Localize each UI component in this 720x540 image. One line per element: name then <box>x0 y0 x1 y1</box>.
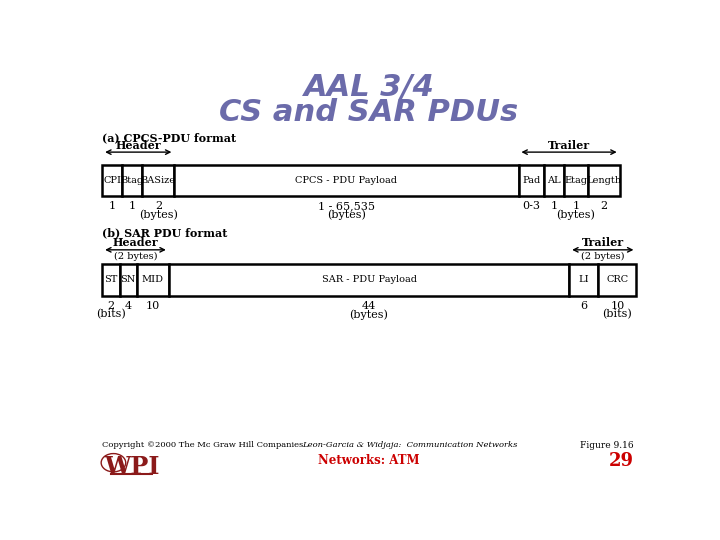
Bar <box>168 265 570 295</box>
Text: ST: ST <box>104 275 117 285</box>
Text: 1: 1 <box>572 201 580 211</box>
Text: AL: AL <box>547 176 561 185</box>
Text: SAR - PDU Payload: SAR - PDU Payload <box>322 275 416 285</box>
Text: SN: SN <box>120 275 136 285</box>
Text: 2: 2 <box>155 201 162 211</box>
Text: MID: MID <box>142 275 163 285</box>
Text: 1 - 65,535: 1 - 65,535 <box>318 201 375 211</box>
Text: (bytes): (bytes) <box>557 209 595 220</box>
Text: 10: 10 <box>145 301 160 311</box>
Text: LI: LI <box>578 275 589 285</box>
Bar <box>102 165 122 196</box>
Bar <box>544 165 564 196</box>
Text: Networks: ATM: Networks: ATM <box>318 454 420 467</box>
Text: Header: Header <box>112 237 158 248</box>
Text: (a) CPCS-PDU format: (a) CPCS-PDU format <box>102 132 236 143</box>
Text: 44: 44 <box>362 301 376 311</box>
Text: Pad: Pad <box>522 176 541 185</box>
Text: 6: 6 <box>580 301 588 311</box>
Text: 1: 1 <box>109 201 116 211</box>
Bar <box>102 265 120 295</box>
Text: Figure 9.16: Figure 9.16 <box>580 441 634 450</box>
Text: BASize: BASize <box>141 176 176 185</box>
Text: (bytes): (bytes) <box>350 309 388 320</box>
Bar <box>174 165 518 196</box>
Bar <box>137 265 168 295</box>
Bar <box>122 165 143 196</box>
Text: Trailer: Trailer <box>582 237 624 248</box>
Bar <box>570 265 598 295</box>
Text: AAL 3/4: AAL 3/4 <box>304 73 434 102</box>
Text: CPCS - PDU Payload: CPCS - PDU Payload <box>295 176 397 185</box>
Text: Btag: Btag <box>121 176 144 185</box>
Bar <box>518 165 544 196</box>
Bar <box>143 165 174 196</box>
Text: (b) SAR PDU format: (b) SAR PDU format <box>102 228 228 239</box>
Text: Length: Length <box>586 176 621 185</box>
Text: CPI: CPI <box>104 176 121 185</box>
Text: 2: 2 <box>600 201 607 211</box>
Text: (bits): (bits) <box>603 309 632 320</box>
Text: 1: 1 <box>129 201 136 211</box>
Text: CS and SAR PDUs: CS and SAR PDUs <box>220 98 518 127</box>
Text: (bytes): (bytes) <box>139 209 178 220</box>
Text: (2 bytes): (2 bytes) <box>581 252 624 261</box>
Bar <box>598 265 636 295</box>
Text: 1: 1 <box>551 201 558 211</box>
Text: 2: 2 <box>107 301 114 311</box>
Text: CRC: CRC <box>606 275 629 285</box>
Text: Copyright ©2000 The Mc Graw Hill Companies: Copyright ©2000 The Mc Graw Hill Compani… <box>102 441 304 449</box>
Text: Leon-Garcia & Widjaja:  Communication Networks: Leon-Garcia & Widjaja: Communication Net… <box>302 441 518 449</box>
Text: 10: 10 <box>610 301 624 311</box>
Text: WPI: WPI <box>104 455 160 479</box>
Text: (2 bytes): (2 bytes) <box>114 252 157 261</box>
Bar <box>120 265 137 295</box>
Text: (bytes): (bytes) <box>327 209 366 220</box>
Text: (bits): (bits) <box>96 309 126 320</box>
Text: Etag: Etag <box>564 176 588 185</box>
Text: Trailer: Trailer <box>548 140 590 151</box>
Text: Header: Header <box>115 140 161 151</box>
Bar <box>588 165 619 196</box>
Bar <box>564 165 588 196</box>
Text: 29: 29 <box>609 451 634 470</box>
Text: 4: 4 <box>125 301 132 311</box>
Text: 0-3: 0-3 <box>523 201 541 211</box>
